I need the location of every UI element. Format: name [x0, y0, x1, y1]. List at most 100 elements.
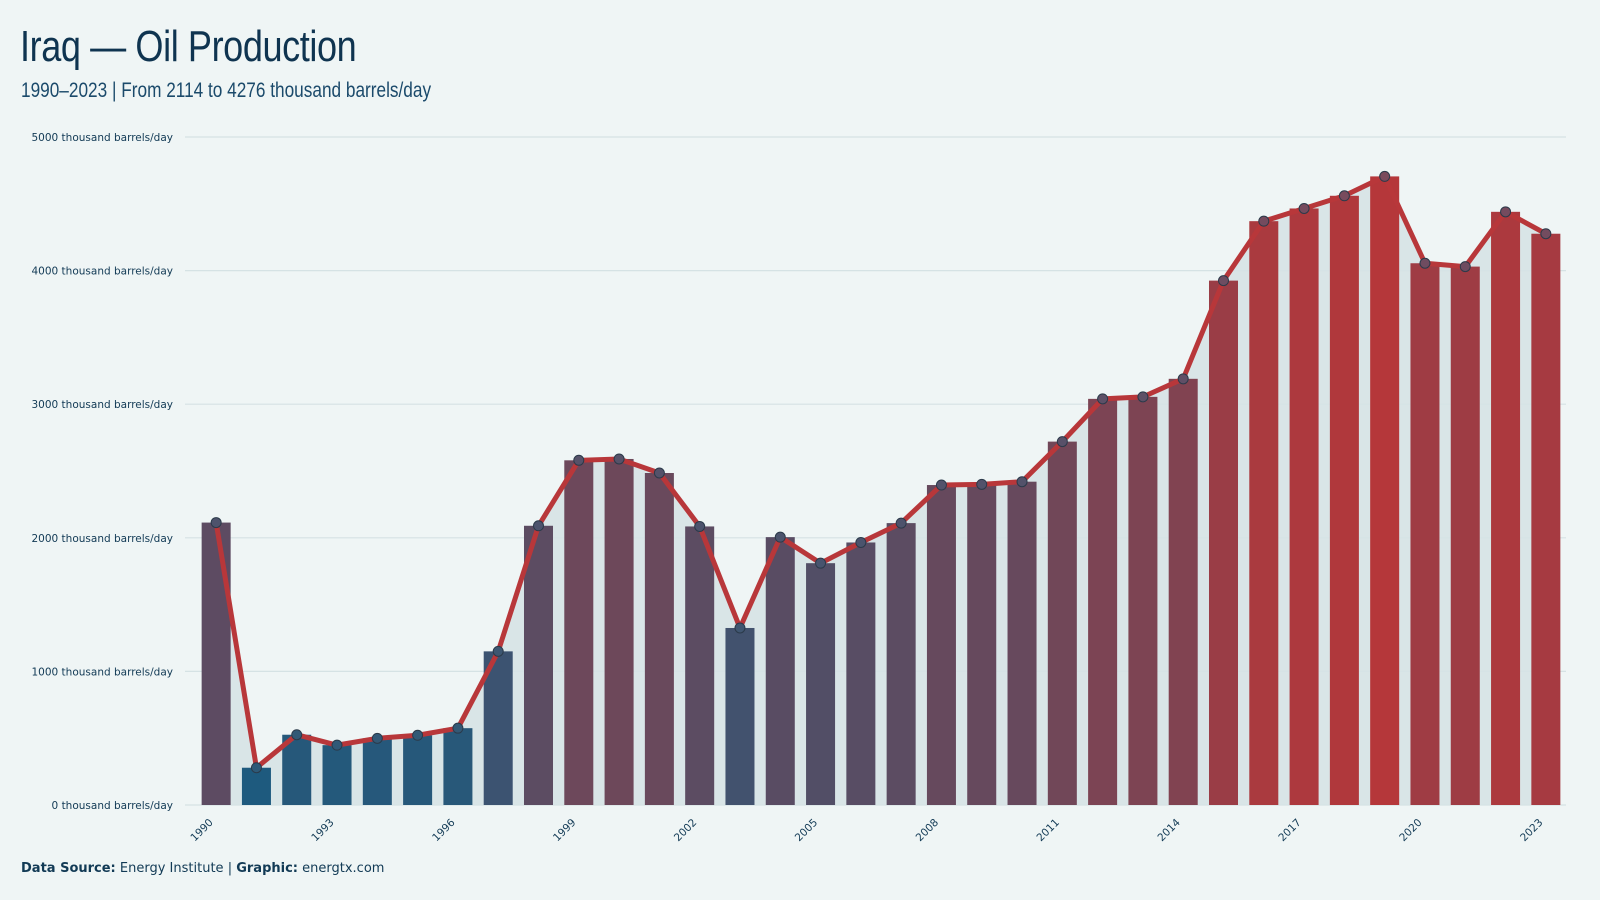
- bar-2000: [604, 458, 634, 805]
- x-tick-label: 1999: [551, 817, 578, 844]
- bar-1991: [241, 767, 271, 805]
- point-2000: [613, 453, 625, 465]
- point-2020: [1419, 257, 1431, 269]
- point-2005: [815, 557, 827, 569]
- point-1994: [371, 732, 383, 744]
- point-1998: [533, 520, 544, 532]
- x-tick-label: 1990: [188, 817, 215, 844]
- point-2019: [1379, 170, 1391, 182]
- bar-2015: [1208, 280, 1239, 805]
- bar-2006: [846, 542, 876, 805]
- point-2007: [895, 517, 907, 529]
- x-tick-label: 2017: [1276, 817, 1303, 844]
- point-2011: [1056, 436, 1068, 448]
- bar-2021: [1450, 266, 1480, 805]
- y-tick-label: 1000 thousand barrels/day: [32, 666, 174, 678]
- x-tick-label: 2002: [672, 817, 699, 844]
- x-tick-label: 2014: [1155, 816, 1183, 844]
- bar-2002: [685, 526, 715, 805]
- bar-2017: [1289, 208, 1319, 805]
- bar-2007: [886, 523, 916, 805]
- x-tick-label: 2011: [1035, 817, 1062, 844]
- bar-2010: [1007, 481, 1037, 805]
- y-tick-label: 2000 thousand barrels/day: [32, 533, 174, 545]
- point-2022: [1500, 206, 1512, 218]
- bar-2018: [1329, 195, 1359, 805]
- x-tick-label: 1996: [430, 816, 458, 844]
- source-value: Energy Institute: [119, 861, 224, 876]
- bar-1998: [523, 525, 554, 805]
- bar-1995: [403, 735, 433, 805]
- y-axis-ticks: 0 thousand barrels/day 1000 thousand barr…: [32, 132, 174, 812]
- bar-2004: [765, 537, 795, 805]
- point-1992: [291, 729, 303, 741]
- bar-2023: [1531, 233, 1561, 806]
- chart-title: Iraq — Oil Production: [20, 22, 357, 71]
- x-axis-ticks: 1990 1993 1996 1999 2002 2005 2008 2011 2014 2017…: [188, 816, 1545, 844]
- point-2015: [1218, 275, 1229, 287]
- x-tick-label: 2023: [1518, 817, 1545, 844]
- point-2001: [653, 467, 665, 479]
- bar-2011: [1047, 441, 1077, 805]
- point-1999: [573, 454, 585, 466]
- point-2017: [1298, 202, 1310, 214]
- point-2021: [1459, 261, 1471, 273]
- x-tick-label: 1993: [309, 817, 336, 844]
- bar-2022: [1491, 211, 1521, 806]
- y-tick-label: 0 thousand barrels/day: [52, 800, 173, 812]
- bar-1993: [322, 745, 352, 805]
- y-tick-label: 4000 thousand barrels/day: [32, 266, 174, 278]
- trend-line: [213, 173, 1549, 771]
- bars: [201, 176, 1561, 806]
- bar-2009: [967, 484, 997, 805]
- point-2009: [976, 478, 988, 490]
- bar-2003: [725, 627, 755, 805]
- graphic-label: Graphic:: [236, 861, 298, 876]
- point-2002: [694, 520, 706, 532]
- point-2003: [734, 622, 746, 634]
- y-tick-label: 3000 thousand barrels/day: [32, 399, 174, 411]
- bar-1992: [282, 734, 312, 805]
- point-2018: [1338, 190, 1350, 202]
- point-1996: [452, 722, 464, 734]
- bar-2020: [1410, 263, 1440, 805]
- line-points: [210, 170, 1552, 774]
- point-1991: [250, 762, 262, 774]
- bar-2019: [1370, 176, 1400, 806]
- footer: Data Source: Energy Institute | Graphic:…: [21, 861, 384, 876]
- chart-subtitle: 1990–2023 | From 2114 to 4276 thousand b…: [21, 79, 432, 102]
- source-label: Data Source:: [21, 861, 116, 876]
- x-tick-label: 2008: [914, 817, 941, 844]
- point-2010: [1016, 476, 1028, 488]
- footer-separator: |: [227, 861, 233, 876]
- graphic-value: energtx.com: [302, 861, 385, 876]
- bar-2013: [1128, 396, 1158, 805]
- bar-1999: [564, 460, 594, 805]
- point-2023: [1540, 228, 1552, 240]
- point-2004: [774, 531, 786, 543]
- point-2014: [1177, 373, 1189, 385]
- bar-2008: [926, 485, 956, 805]
- point-2013: [1137, 391, 1149, 403]
- y-tick-label: 5000 thousand barrels/day: [32, 132, 174, 144]
- trend-line-path: [213, 173, 1549, 771]
- bar-1994: [362, 738, 392, 805]
- bar-1996: [443, 728, 473, 805]
- bar-1997: [483, 651, 513, 805]
- point-2012: [1097, 393, 1109, 405]
- bar-2005: [806, 563, 836, 805]
- point-1993: [331, 739, 343, 751]
- point-1995: [412, 729, 424, 741]
- bar-2014: [1168, 378, 1198, 805]
- bar-2001: [644, 473, 674, 805]
- point-2016: [1258, 215, 1270, 227]
- bar-2016: [1249, 221, 1279, 806]
- x-tick-label: 2020: [1397, 817, 1424, 844]
- point-1990: [210, 517, 222, 529]
- point-2006: [855, 536, 867, 548]
- bar-1990: [201, 522, 231, 805]
- x-tick-label: 2005: [793, 817, 820, 844]
- point-1997: [492, 645, 504, 657]
- point-2008: [935, 479, 947, 491]
